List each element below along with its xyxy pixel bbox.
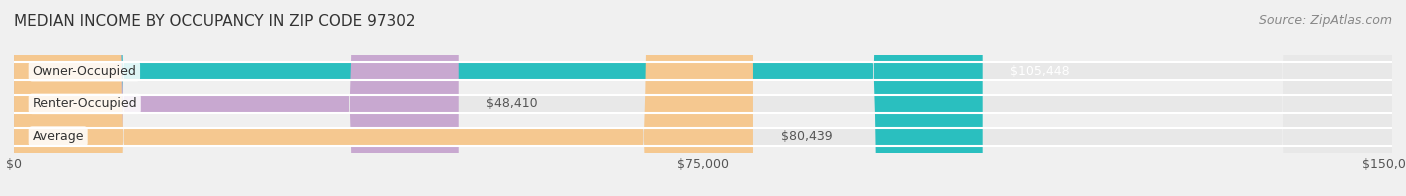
Text: $105,448: $105,448 <box>1011 65 1070 78</box>
Text: Average: Average <box>32 130 84 143</box>
FancyBboxPatch shape <box>14 0 1392 196</box>
FancyBboxPatch shape <box>14 0 754 196</box>
Text: $80,439: $80,439 <box>780 130 832 143</box>
FancyBboxPatch shape <box>14 0 458 196</box>
FancyBboxPatch shape <box>14 0 983 196</box>
FancyBboxPatch shape <box>14 0 1392 196</box>
Text: Owner-Occupied: Owner-Occupied <box>32 65 136 78</box>
FancyBboxPatch shape <box>14 0 1392 196</box>
Text: Source: ZipAtlas.com: Source: ZipAtlas.com <box>1258 14 1392 27</box>
Text: MEDIAN INCOME BY OCCUPANCY IN ZIP CODE 97302: MEDIAN INCOME BY OCCUPANCY IN ZIP CODE 9… <box>14 14 416 29</box>
Text: Renter-Occupied: Renter-Occupied <box>32 97 136 110</box>
Text: $48,410: $48,410 <box>486 97 538 110</box>
